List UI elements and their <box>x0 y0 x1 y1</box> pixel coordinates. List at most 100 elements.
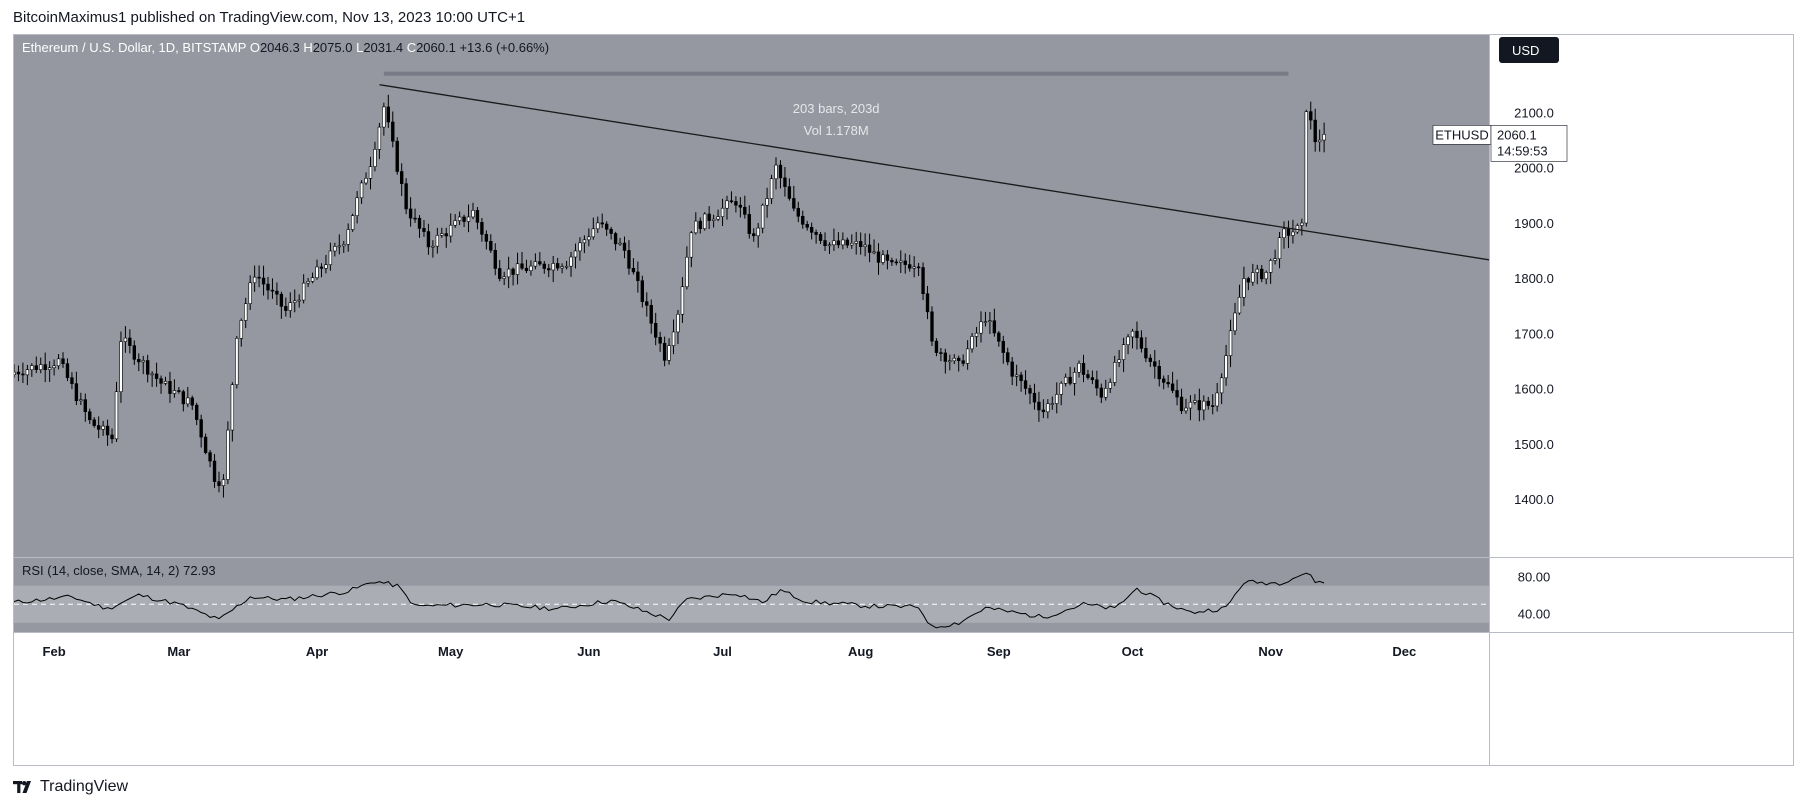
candle <box>649 305 653 324</box>
price-axis-tick: 1400.0 <box>1514 492 1554 507</box>
candle <box>382 106 386 128</box>
candle <box>177 390 181 392</box>
candle <box>275 290 279 295</box>
rsi-line <box>14 572 1325 629</box>
candle <box>203 436 208 453</box>
candle <box>885 254 890 261</box>
candle <box>894 261 899 264</box>
candle <box>867 244 872 253</box>
currency-button[interactable]: USD <box>1499 37 1559 63</box>
time-axis-tick: Sep <box>987 644 1011 659</box>
candle <box>426 231 431 248</box>
candle <box>520 263 524 269</box>
candle <box>319 266 324 269</box>
candle <box>1268 260 1273 273</box>
candle <box>1277 237 1282 259</box>
candle <box>974 332 979 337</box>
candle <box>181 391 186 405</box>
candle <box>288 302 292 311</box>
candle <box>417 217 422 229</box>
candle <box>457 216 462 221</box>
candle <box>676 313 680 333</box>
ohlc-legend: Ethereum / U.S. Dollar, 1D, BITSTAMP O20… <box>22 40 549 55</box>
candle <box>1121 344 1126 360</box>
candle <box>1032 392 1037 403</box>
candle <box>261 277 266 285</box>
chart-canvas[interactable]: 203 bars, 203d Vol 1.178M 1400.0 1500.0 1600… <box>14 35 1794 766</box>
candle <box>983 321 988 323</box>
candle <box>422 228 426 232</box>
candle <box>208 452 212 462</box>
candle <box>836 240 841 246</box>
price-axis[interactable]: 1400.0 1500.0 1600.0 1700.0 1800.0 1900.0 2000… <box>1514 50 1554 621</box>
candle <box>1006 352 1010 363</box>
candle <box>511 268 515 275</box>
candle <box>172 390 177 394</box>
candle <box>1086 374 1090 378</box>
candle <box>711 218 716 221</box>
currency-button-bg[interactable] <box>1499 37 1559 63</box>
candle <box>395 140 399 172</box>
candle <box>1206 400 1210 406</box>
legend-change: +13.6 (+0.66%) <box>459 40 549 55</box>
candle <box>743 206 747 215</box>
tradingview-footer[interactable]: TradingView <box>13 778 128 796</box>
candle <box>774 164 778 180</box>
chart-frame[interactable]: 203 bars, 203d Vol 1.178M 1400.0 1500.0 1600… <box>13 34 1794 766</box>
candle <box>449 224 453 237</box>
candle <box>765 198 769 206</box>
price-axis-tick: 1500.0 <box>1514 437 1554 452</box>
tradingview-footer-label: TradingView <box>40 778 129 795</box>
candle <box>400 171 404 184</box>
candle <box>805 224 809 228</box>
candle <box>524 267 529 271</box>
candle <box>796 207 800 217</box>
symbol-tag-label: ETHUSD <box>1435 127 1488 142</box>
tradingview-logo-icon <box>13 781 31 793</box>
candle <box>703 213 707 229</box>
candle <box>43 364 47 370</box>
candle <box>350 215 355 230</box>
legend-o-value: 2046.3 <box>260 40 303 55</box>
candle <box>640 280 645 302</box>
candle <box>564 265 569 268</box>
candle <box>1224 355 1228 379</box>
candle <box>934 340 939 353</box>
candle <box>627 250 631 269</box>
candle <box>1322 134 1326 141</box>
candle <box>533 261 538 267</box>
measure-range-bar[interactable] <box>383 71 1289 76</box>
last-price-tag: ETHUSD 2060.114:59:53 <box>1432 125 1568 162</box>
candle <box>190 397 194 406</box>
candle <box>716 216 720 220</box>
candle <box>1055 394 1059 404</box>
candle <box>257 276 261 279</box>
candle <box>92 419 96 426</box>
candle <box>110 434 114 440</box>
time-axis-tick: Mar <box>167 644 190 659</box>
candle <box>493 250 497 269</box>
candle <box>39 364 43 370</box>
candle <box>925 293 930 313</box>
candle <box>1237 296 1242 314</box>
rsi-label: RSI (14, close, SMA, 14, 2) <box>22 563 183 578</box>
candle <box>970 336 974 350</box>
currency-button-label: USD <box>1512 43 1539 58</box>
candle <box>921 267 925 295</box>
candle <box>279 293 284 307</box>
price-axis-tick: 1900.0 <box>1514 216 1554 231</box>
candle <box>1242 278 1246 298</box>
candle <box>948 360 952 363</box>
price-axis-tick: 1600.0 <box>1514 382 1554 397</box>
candle <box>1188 401 1193 409</box>
candle <box>1139 337 1144 349</box>
time-axis[interactable]: Feb Mar Apr May Jun Jul Aug Sep Oct Nov Dec <box>43 644 1417 659</box>
candle <box>988 320 992 322</box>
measure-bars-label: 203 bars, 203d <box>793 101 880 116</box>
candle <box>150 373 154 376</box>
candle <box>876 251 881 263</box>
candle <box>1228 330 1233 356</box>
descending-trendline[interactable] <box>379 84 1490 261</box>
candle <box>1260 268 1264 280</box>
candle <box>555 263 560 269</box>
